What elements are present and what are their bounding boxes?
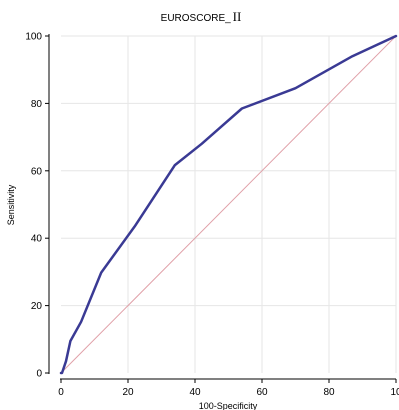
roc-curve-line-0 <box>59 34 398 375</box>
y-axis-title: Sensitivity <box>6 184 16 225</box>
x-tick-label-1: 20 <box>122 387 134 398</box>
y-tick-label-5: 100 <box>25 32 42 43</box>
x-tick-label-4: 80 <box>323 387 335 398</box>
y-tick-label-0: 0 <box>36 369 42 380</box>
x-tick-label-0: 0 <box>58 387 64 398</box>
y-tick-label-2: 40 <box>31 234 43 245</box>
chart-title-main: EUROSCORE_ <box>161 13 231 24</box>
ticks: 0 20 40 60 80 100 0 20 40 60 80 10 <box>25 32 399 399</box>
chart-title-suffix: II <box>233 9 242 24</box>
reference-line-group <box>60 35 397 374</box>
x-tick-label-5: 10 <box>390 387 399 398</box>
grid <box>61 35 397 373</box>
series-group <box>59 34 398 375</box>
x-tick-label-3: 60 <box>256 387 268 398</box>
axes <box>48 34 396 380</box>
chart-title: EUROSCORE_ II <box>161 9 242 24</box>
y-tick-label-1: 20 <box>31 301 43 312</box>
x-axis-title: 100-Specificity <box>199 401 258 410</box>
y-tick-label-4: 80 <box>31 99 43 110</box>
y-tick-label-3: 60 <box>31 166 43 177</box>
x-tick-label-2: 40 <box>189 387 201 398</box>
reference-diagonal-line <box>60 35 397 374</box>
